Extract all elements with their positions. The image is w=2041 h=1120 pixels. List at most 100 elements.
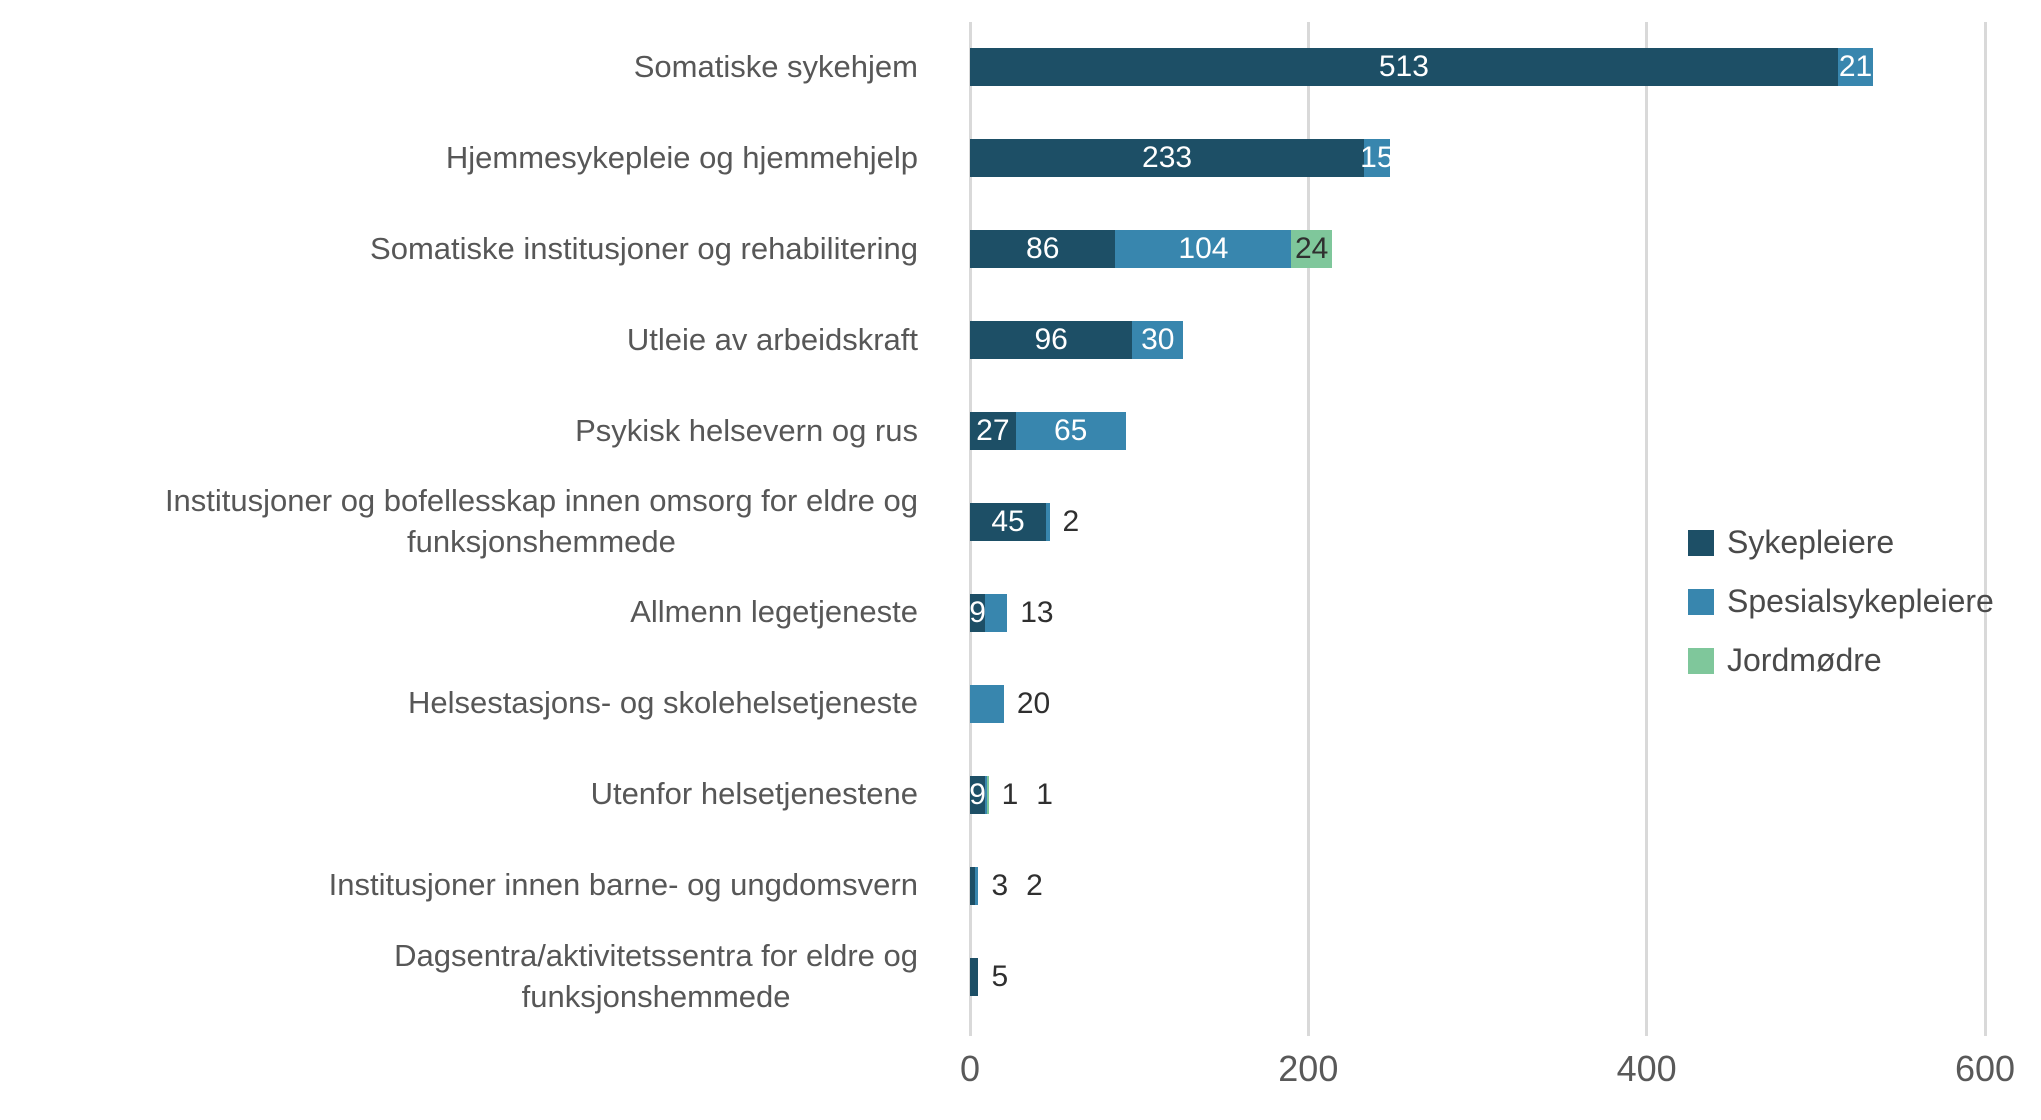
category-label-text: Psykisk helsevern og rus: [575, 412, 918, 448]
data-label: 27: [976, 414, 1010, 448]
gridline: [1306, 22, 1310, 1022]
x-tick-label: 600: [1954, 1048, 2016, 1089]
category-label: Utenfor helsetjenestene: [0, 749, 944, 840]
data-label: 96: [1034, 323, 1068, 357]
category-label: Allmenn legetjeneste: [0, 567, 944, 658]
bar-segment: 30: [1132, 321, 1184, 360]
category-label-text: Hjemmesykepleie og hjemmehjelp: [445, 139, 918, 175]
data-label: 9: [969, 595, 986, 629]
data-label: 104: [1178, 232, 1229, 266]
category-label: Dagsentra/aktivitetssentra for eldre og …: [0, 931, 944, 1022]
data-label: 9: [969, 777, 986, 811]
x-tick-label: 200: [1278, 1048, 1339, 1089]
data-label: 65: [1053, 414, 1088, 448]
data-label: 45: [991, 504, 1025, 538]
bar-segment: [986, 775, 989, 814]
bar-segment: 15: [1360, 139, 1394, 178]
bar-segment: 45: [970, 502, 1047, 541]
bar: 5: [970, 957, 1009, 996]
category-label-text: Somatiske institusjoner og rehabiliterin…: [370, 230, 918, 266]
category-label: Somatiske sykehjem: [0, 22, 944, 113]
bar-segment: [970, 684, 1004, 723]
bar: 9 13: [969, 593, 1054, 632]
category-label-text: Institusjoner og bofellesskap innen omso…: [164, 483, 918, 559]
category-label: Institusjoner og bofellesskap innen omso…: [0, 477, 944, 568]
bar: 27 65: [970, 412, 1126, 451]
data-label: 5: [991, 959, 1009, 993]
legend-item: Sykepleiere: [1688, 524, 1994, 561]
bar: 45 2: [970, 502, 1080, 541]
category-label-text: Utleie av arbeidskraft: [626, 321, 918, 357]
data-label: 2: [1062, 504, 1080, 538]
bar-segment: 513: [970, 48, 1838, 87]
outside-labels: 13: [1020, 595, 1054, 629]
bar-segment: [985, 775, 987, 814]
chart-row: Psykisk helsevern og rus 27 65: [0, 386, 2041, 477]
bar-segment: 65: [1015, 412, 1126, 451]
chart-row: Institusjoner innen barne- og ungdomsver…: [0, 840, 2041, 931]
tick-mark: [968, 1022, 972, 1036]
x-tick-label: 400: [1616, 1048, 1677, 1089]
bar-segment: [970, 866, 976, 905]
data-label: 24: [1295, 232, 1329, 266]
data-label: 513: [1378, 50, 1429, 84]
category-label: Psykisk helsevern og rus: [0, 386, 944, 477]
legend-label: Jordmødre: [1727, 642, 1882, 678]
legend: Sykepleiere Spesialsykepleiere Jordmødre: [1688, 524, 1994, 701]
chart-row: Utenfor helsetjenestene 9 1 1: [0, 749, 2041, 840]
data-label: 20: [1016, 686, 1051, 720]
bar-segment: [1046, 502, 1050, 541]
x-tick-label: 0: [959, 1048, 981, 1089]
category-label-text: Dagsentra/aktivitetssentra for eldre og …: [394, 937, 918, 1014]
bar-segment: [975, 866, 979, 905]
chart-row: Dagsentra/aktivitetssentra for eldre og …: [0, 931, 2041, 1022]
legend-item: Jordmødre: [1688, 642, 1994, 679]
legend-label: Spesialsykepleiere: [1727, 583, 1994, 619]
chart-row: Allmenn legetjeneste 9 13: [0, 567, 2041, 658]
data-label: 2: [1026, 868, 1043, 902]
category-label: Utleie av arbeidskraft: [0, 295, 944, 386]
bar: 020: [970, 684, 1051, 723]
chart-row: Institusjoner og bofellesskap innen omso…: [0, 477, 2041, 568]
bar: 233 15: [970, 139, 1394, 178]
bar-segment: 96: [970, 321, 1133, 360]
bar-segment: 9: [969, 775, 986, 814]
legend-label: Sykepleiere: [1727, 524, 1895, 560]
tick-mark: [1983, 1022, 1987, 1036]
data-label: 86: [1026, 232, 1060, 266]
data-label: 1: [1001, 777, 1019, 811]
chart-row: Somatiske sykehjem 513 21: [0, 22, 2041, 113]
bar: 513 21: [970, 48, 1874, 87]
data-label: 1: [1036, 777, 1053, 811]
data-label: 30: [1141, 323, 1175, 357]
data-label: 21: [1838, 50, 1873, 84]
x-axis: 0 200 400 600: [960, 1048, 2015, 1098]
bar-segment: 104: [1115, 230, 1292, 269]
category-label: Helsestasjons- og skolehelsetjeneste: [0, 658, 944, 749]
category-label-text: Allmenn legetjeneste: [630, 594, 918, 630]
legend-item: Spesialsykepleiere: [1688, 583, 1994, 620]
chart-row: Utleie av arbeidskraft 96 30: [0, 295, 2041, 386]
data-label: 233: [1142, 141, 1193, 175]
bar-segment: 233: [970, 139, 1365, 178]
bar-segment: 21: [1837, 48, 1874, 87]
legend-swatch: [1688, 588, 1714, 615]
chart-rows: Somatiske sykehjem 513 21 Hjemmesykepleie o…: [0, 22, 2041, 1022]
tick-mark: [1645, 1022, 1649, 1036]
outside-labels: 20: [1016, 686, 1051, 720]
chart-row: Helsestasjons- og skolehelsetjeneste 020: [0, 658, 2041, 749]
category-label-text: Somatiske sykehjem: [633, 49, 918, 84]
gridline: [1645, 22, 1649, 1022]
bar-segment: 24: [1291, 230, 1332, 269]
gridline: [1983, 22, 1987, 1022]
legend-swatch: [1688, 529, 1714, 556]
data-label: 13: [1020, 595, 1054, 629]
category-label: Somatiske institusjoner og rehabiliterin…: [0, 204, 944, 295]
category-label: Institusjoner innen barne- og ungdomsver…: [0, 840, 944, 931]
bar-segment: 86: [970, 230, 1116, 269]
outside-labels: 5: [991, 959, 1009, 993]
bar-segment: [985, 593, 1008, 632]
outside-labels: 2: [1062, 504, 1080, 538]
